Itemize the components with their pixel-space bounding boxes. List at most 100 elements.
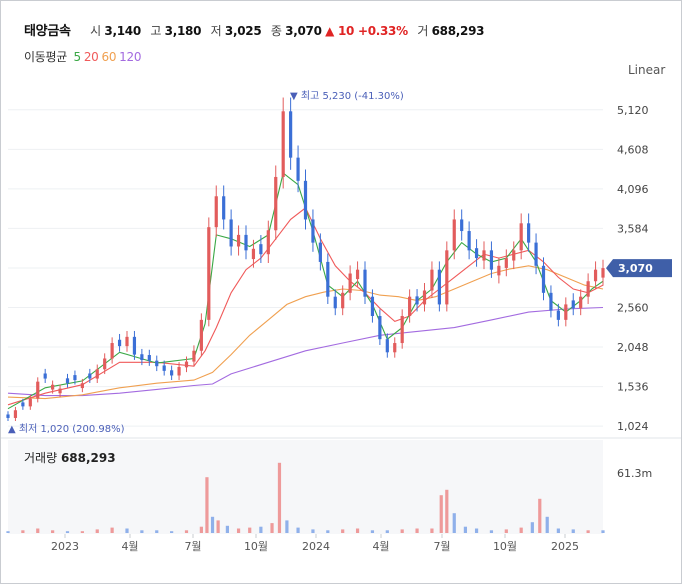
candle-body [214, 196, 218, 228]
volume-bar [504, 529, 508, 533]
min-annotation: ▲ 최저 1,020 (200.98%) [8, 423, 125, 435]
x-tick-label: 4월 [121, 540, 138, 553]
y-tick-label: 1,536 [617, 381, 649, 394]
volume-bar [545, 516, 549, 533]
candle-body [593, 269, 598, 282]
volume-bar [110, 527, 114, 533]
volume-bar [259, 526, 263, 533]
volume-bar [385, 530, 389, 533]
volume-bar [439, 495, 443, 533]
volume-bar [296, 527, 300, 533]
candle-body [28, 398, 32, 407]
close-label: 종 [270, 24, 282, 38]
candle-body [162, 365, 166, 371]
candle-body [222, 196, 226, 220]
volume-bar [205, 477, 209, 533]
ma20-legend[interactable]: 20 [83, 50, 99, 64]
candle-body [370, 296, 375, 316]
candle-body [452, 219, 456, 251]
candle-body [303, 180, 308, 220]
volume-bar [216, 520, 220, 533]
volume-bar [65, 531, 70, 533]
scale-toggle[interactable]: Linear [628, 63, 666, 77]
y-tick-label: 4,096 [617, 183, 649, 196]
candle-body [318, 242, 322, 262]
volume-bar [530, 522, 534, 533]
candle-body [170, 370, 174, 376]
candle-body [348, 273, 352, 293]
candle-body [363, 269, 367, 297]
ma-legend-label: 이동평균 [24, 50, 67, 64]
candle-body [326, 261, 330, 297]
candle-body [311, 219, 315, 243]
x-tick-label: 7월 [184, 540, 201, 553]
candle-body [289, 111, 293, 158]
candle-body [556, 310, 560, 320]
candle-body [445, 250, 449, 305]
volume-bar [556, 528, 560, 533]
open-value: 3,140 [104, 24, 141, 38]
volume-bar [225, 525, 230, 533]
volume-panel-value: 688,293 [61, 451, 116, 465]
volume-panel-label: 거래량 688,293 [24, 451, 116, 465]
candle-body [467, 231, 471, 251]
volume-bar [80, 531, 84, 533]
candle-body [251, 248, 256, 260]
volume-bar [6, 531, 10, 533]
candle-body [489, 250, 494, 270]
volume-max-label: 61.3m [617, 467, 652, 480]
candle-body [333, 296, 337, 309]
last-price-label: 3,070 [618, 262, 653, 275]
x-tick-label: 10월 [244, 540, 268, 553]
ma60-line [7, 265, 604, 400]
volume-bar [370, 530, 375, 533]
volume-bar [326, 530, 330, 533]
candle-body [110, 343, 114, 359]
volume-bar [51, 530, 55, 533]
candle-body [601, 268, 605, 278]
volume-bar [601, 530, 605, 533]
candle-body [177, 366, 181, 376]
volume-bar [277, 462, 282, 533]
volume-bar [341, 529, 345, 533]
candle-body [422, 290, 427, 305]
candle-body [58, 388, 62, 394]
volume-bar [236, 528, 241, 533]
candle-body [88, 373, 92, 379]
ma120-legend[interactable]: 120 [119, 50, 142, 64]
volume-label: 거 [417, 24, 429, 38]
candle-body [132, 336, 137, 355]
volume-bar [155, 530, 159, 533]
volume-bar [199, 526, 203, 533]
ma5-legend[interactable]: 5 [73, 50, 81, 64]
candle-body [147, 355, 151, 361]
y-tick-label: 2,560 [617, 302, 649, 315]
volume-bar [538, 498, 542, 533]
volume-bar [571, 529, 575, 533]
candle-body [259, 244, 263, 255]
close-value: 3,070 [285, 24, 322, 38]
y-tick-label: 5,120 [617, 104, 649, 117]
volume-value: 688,293 [431, 24, 485, 38]
volume-bar [415, 528, 419, 533]
candle-body [103, 358, 107, 370]
candle-body [266, 230, 270, 255]
candle-body [355, 269, 360, 280]
candle-body [125, 336, 129, 347]
volume-bar [270, 523, 274, 533]
high-label: 고 [150, 24, 162, 38]
candle-body [65, 378, 70, 384]
price-header: 태양금속 시 3,140 고 3,180 저 3,025 종 3,070 ▲ 1… [24, 20, 484, 39]
candle-body [36, 381, 40, 399]
volume-bar [248, 527, 252, 533]
volume-bar [21, 530, 25, 533]
candle-body [564, 304, 568, 320]
candle-body [117, 339, 122, 347]
candle-body [21, 402, 25, 407]
candle-body [385, 339, 389, 353]
volume-bar [519, 527, 523, 533]
candle-body [460, 219, 464, 232]
ma60-legend[interactable]: 60 [101, 50, 117, 64]
x-tick-label: 4월 [372, 540, 389, 553]
